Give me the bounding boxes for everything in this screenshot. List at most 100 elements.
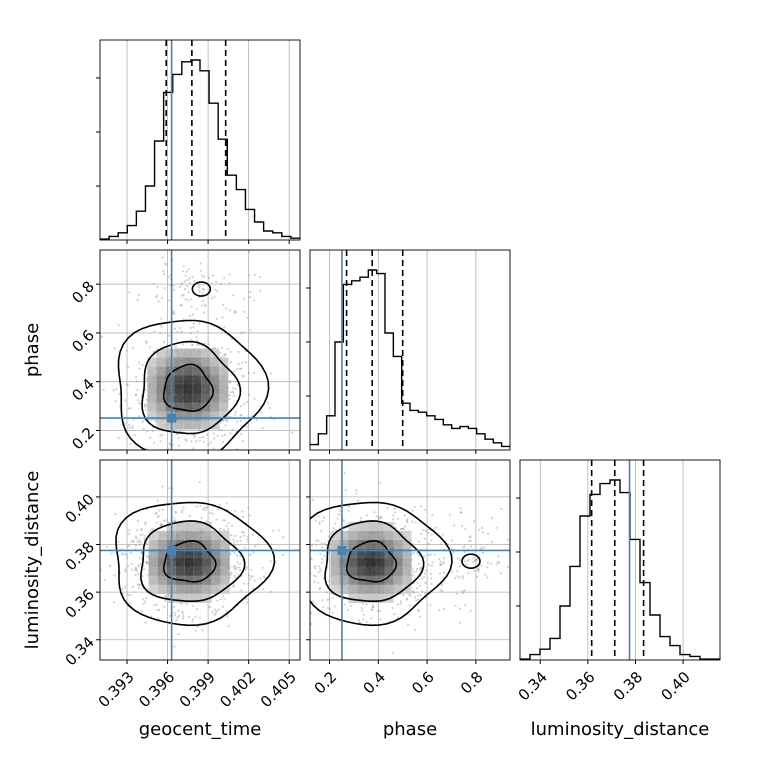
scatter-point — [318, 523, 321, 526]
density-cell — [393, 566, 403, 576]
scatter-point — [181, 294, 184, 297]
scatter-point — [138, 415, 141, 418]
scatter-point — [180, 304, 183, 307]
scatter-point — [246, 535, 249, 539]
density-cell — [339, 584, 349, 594]
scatter-point — [359, 519, 362, 522]
scatter-point — [221, 316, 224, 319]
density-cell — [183, 357, 193, 367]
scatter-point — [484, 573, 487, 576]
density-cell — [193, 557, 203, 567]
scatter-point — [347, 609, 350, 612]
scatter-point — [247, 393, 251, 396]
scatter-point — [310, 612, 313, 615]
scatter-point — [219, 282, 223, 285]
scatter-point — [179, 304, 182, 307]
scatter-point — [343, 603, 346, 606]
scatter-point — [142, 602, 145, 606]
scatter-point — [179, 429, 182, 433]
scatter-point — [458, 621, 462, 624]
scatter-point — [402, 527, 405, 530]
scatter-point — [146, 573, 149, 576]
scatter-point — [197, 284, 200, 287]
scatter-point — [431, 514, 434, 517]
scatter-point — [141, 533, 144, 536]
density-cell — [201, 348, 211, 358]
scatter-point — [241, 510, 244, 513]
scatter-point — [178, 285, 181, 288]
scatter-point — [187, 291, 190, 294]
scatter-point — [130, 427, 134, 430]
scatter-point — [188, 515, 191, 518]
scatter-point — [319, 569, 322, 573]
density-cell — [357, 566, 367, 576]
scatter-point — [121, 587, 124, 590]
scatter-point — [418, 562, 421, 565]
scatter-point — [408, 593, 411, 596]
scatter-point — [417, 594, 420, 597]
scatter-point — [233, 541, 236, 544]
density-cell — [210, 384, 220, 394]
scatter-point — [253, 372, 256, 375]
density-cell — [202, 575, 212, 585]
density-cell — [375, 530, 385, 540]
scatter-point — [203, 303, 206, 306]
scatter-point — [190, 298, 193, 301]
scatter-point — [318, 588, 321, 591]
scatter-point — [191, 605, 194, 608]
scatter-point — [506, 565, 509, 569]
density-cell — [330, 548, 340, 558]
scatter-point — [459, 607, 462, 610]
scatter-point — [310, 623, 313, 626]
scatter-point — [134, 393, 137, 396]
scatter-point — [223, 598, 226, 601]
scatter-point — [176, 331, 179, 334]
scatter-point — [463, 560, 466, 563]
scatter-point — [216, 599, 219, 602]
scatter-point — [396, 616, 400, 619]
density-cell — [339, 566, 349, 576]
x-tick-label: 0.6 — [408, 668, 438, 698]
scatter-point — [199, 269, 202, 272]
scatter-point — [232, 387, 235, 390]
scatter-point — [365, 620, 368, 623]
scatter-point — [144, 340, 147, 343]
scatter-point — [219, 527, 222, 531]
density-cell — [384, 548, 394, 558]
scatter-point — [379, 515, 382, 519]
density-cell — [220, 548, 230, 558]
scatter-point — [460, 511, 463, 514]
scatter-point — [237, 350, 240, 354]
scatter-point — [226, 528, 230, 531]
scatter-point — [481, 551, 485, 555]
scatter-point — [113, 601, 116, 604]
scatter-point — [131, 346, 134, 349]
scatter-point — [222, 303, 225, 307]
scatter-point — [118, 392, 121, 395]
scatter-point — [240, 531, 244, 534]
scatter-point — [437, 558, 441, 561]
scatter-point — [281, 554, 285, 557]
scatter-point — [243, 403, 246, 406]
scatter-point — [162, 340, 165, 344]
scatter-point — [124, 399, 127, 402]
scatter-point — [126, 384, 129, 387]
scatter-point — [134, 544, 137, 547]
density-cell — [366, 575, 376, 585]
scatter-point — [128, 544, 131, 547]
scatter-point — [429, 577, 433, 580]
scatter-point — [418, 554, 421, 558]
scatter-point — [184, 274, 187, 277]
scatter-point — [338, 513, 341, 516]
density-cell — [174, 375, 184, 385]
scatter-point — [268, 407, 271, 410]
density-cell — [402, 530, 412, 540]
scatter-point — [145, 341, 148, 344]
scatter-point — [229, 391, 232, 394]
scatter-point — [215, 317, 218, 320]
scatter-point — [231, 390, 234, 393]
scatter-point — [167, 487, 170, 490]
density-cell — [157, 530, 167, 540]
density-cell — [202, 548, 212, 558]
scatter-point — [439, 563, 442, 566]
